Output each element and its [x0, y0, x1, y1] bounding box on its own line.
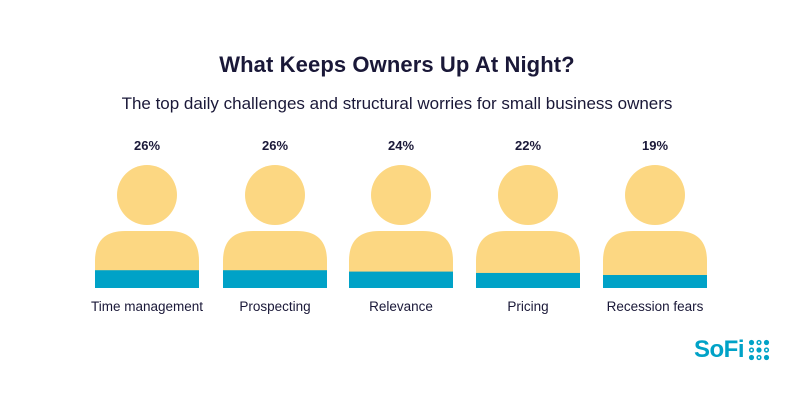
figure-head — [245, 165, 305, 225]
value-label: 24% — [388, 138, 414, 153]
value-fill-bar — [223, 270, 327, 288]
category-label: Time management — [91, 299, 203, 314]
figure-head — [371, 165, 431, 225]
dots-icon — [748, 339, 770, 361]
value-fill-bar — [476, 272, 580, 288]
value-label: 26% — [262, 138, 288, 153]
figure-head — [117, 165, 177, 225]
sofi-logo: SoFi — [694, 334, 770, 366]
person-figure — [603, 165, 707, 288]
person-figure — [476, 165, 580, 288]
chart-title: What Keeps Owners Up At Night? — [219, 52, 575, 77]
figure-head — [498, 165, 558, 225]
category-label: Recession fears — [607, 299, 704, 314]
value-fill-bar — [603, 275, 707, 288]
category-label: Relevance — [369, 299, 433, 314]
value-label: 26% — [134, 138, 160, 153]
category-label: Pricing — [507, 299, 548, 314]
chart-subtitle: The top daily challenges and structural … — [121, 94, 673, 113]
figure-body — [603, 231, 707, 288]
person-figure — [349, 165, 453, 288]
figure-head — [625, 165, 685, 225]
person-figure — [223, 165, 327, 288]
value-fill-bar — [349, 271, 453, 288]
value-label: 19% — [642, 138, 668, 153]
value-fill-bar — [95, 270, 199, 288]
person-figure — [95, 165, 199, 288]
logo-text: SoFi — [694, 336, 745, 363]
category-label: Prospecting — [239, 299, 310, 314]
value-label: 22% — [515, 138, 541, 153]
